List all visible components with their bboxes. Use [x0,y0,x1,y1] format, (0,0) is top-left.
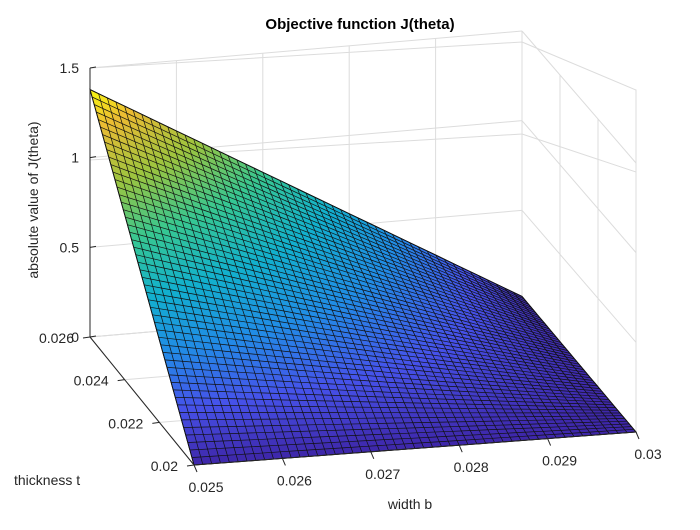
mesh-line [131,239,568,351]
mesh-line [348,213,460,446]
mesh-line [314,196,425,448]
y-tick-label: 0.02 [151,458,178,474]
back-wall-right [521,41,637,173]
mesh-line [121,201,557,338]
x-ticks: 0.025 0.026 0.027 0.028 0.029 0.03 [188,431,662,495]
mesh-line [114,179,550,330]
mesh-line [340,209,451,447]
mesh-line [106,149,541,319]
z-grid-side [521,30,637,164]
mesh-line [469,271,584,437]
y-ticks: 0.02 0.022 0.024 0.026 [39,330,195,474]
mesh-line [513,292,628,433]
mesh-line [104,141,539,316]
mesh-line [322,201,434,448]
y-tick-label: 0.024 [74,373,109,389]
z-grid-side [521,210,637,343]
mesh-line [112,171,548,327]
y-axis-line [89,336,195,466]
mesh-line [139,269,577,362]
mesh-line [102,134,536,314]
x-tick-label: 0.028 [454,459,489,475]
z-grid-side [521,120,637,253]
x-tick-mark [547,438,552,446]
x-tick-mark [281,458,286,466]
y-tick-mark [82,336,91,339]
mesh-line [417,246,531,441]
z-tick-label: 0 [71,329,79,345]
mesh-line [504,287,619,434]
z-tick-label: 0.5 [60,239,80,255]
mesh-line [366,221,478,445]
mesh-line [141,276,580,365]
x-axis-line [193,431,637,466]
y-tick-label: 0.022 [108,415,143,431]
z-ticks: 0 0.5 1 1.5 [60,60,97,345]
axes: 0.025 0.026 0.027 0.028 0.029 0.03 0.020.0220… [39,60,662,495]
mesh-line [443,259,557,439]
mesh-line [426,250,540,440]
mesh-line [135,254,573,357]
z-tick-mark [89,245,97,248]
x-tick-mark [458,445,463,453]
mesh-line [100,126,534,311]
x-axis-label: width b [387,496,433,512]
mesh-line [110,164,545,324]
mesh-line [125,216,561,343]
z-tick-mark [89,66,97,69]
x-tick-mark [370,451,375,459]
y-tick-mark [186,464,195,467]
z-grid-back [89,30,523,69]
mesh-line [357,217,469,445]
mesh-line [374,225,487,444]
mesh-line [495,283,610,435]
x-tick-mark [635,431,640,440]
x-tick-label: 0.025 [188,479,223,495]
mesh-line [392,234,504,443]
y-tick-mark [117,379,125,382]
mesh-line [452,263,566,438]
x-tick-mark [193,464,198,473]
mesh-line [331,205,442,447]
mesh-line [409,242,522,441]
chart-title: Objective function J(theta) [265,16,454,33]
mesh-lines [89,89,637,466]
x-tick-label: 0.029 [542,453,577,469]
mesh-line [96,111,529,305]
y-axis-label: thickness t [14,472,80,488]
mesh-line [137,261,575,360]
mesh-line [118,194,555,335]
x-tick-label: 0.027 [365,466,400,482]
mesh-line [435,254,548,439]
mesh-line [133,246,570,354]
mesh-line [478,275,593,436]
mesh-line [116,186,552,333]
y-tick-label: 0.026 [39,330,74,346]
z-tick-mark [89,335,97,338]
z-tick-label: 1 [71,150,79,166]
x-tick-label: 0.026 [277,472,312,488]
z-tick-label: 1.5 [60,60,80,76]
x-tick-label: 0.03 [634,446,661,462]
mesh-line [400,238,513,442]
mesh-line [461,267,575,437]
mesh-line [127,224,564,346]
mesh-line [108,156,543,322]
z-axis-label: absolute value of J(theta) [25,121,41,278]
y-tick-mark [152,421,160,424]
mesh-line [94,104,527,303]
mesh-line [383,230,495,443]
mesh-line [98,119,532,308]
mesh-line [123,209,559,341]
mesh-line [91,96,525,300]
mesh-line [487,279,601,435]
z-tick-mark [89,156,97,159]
mesh-line [129,231,566,349]
